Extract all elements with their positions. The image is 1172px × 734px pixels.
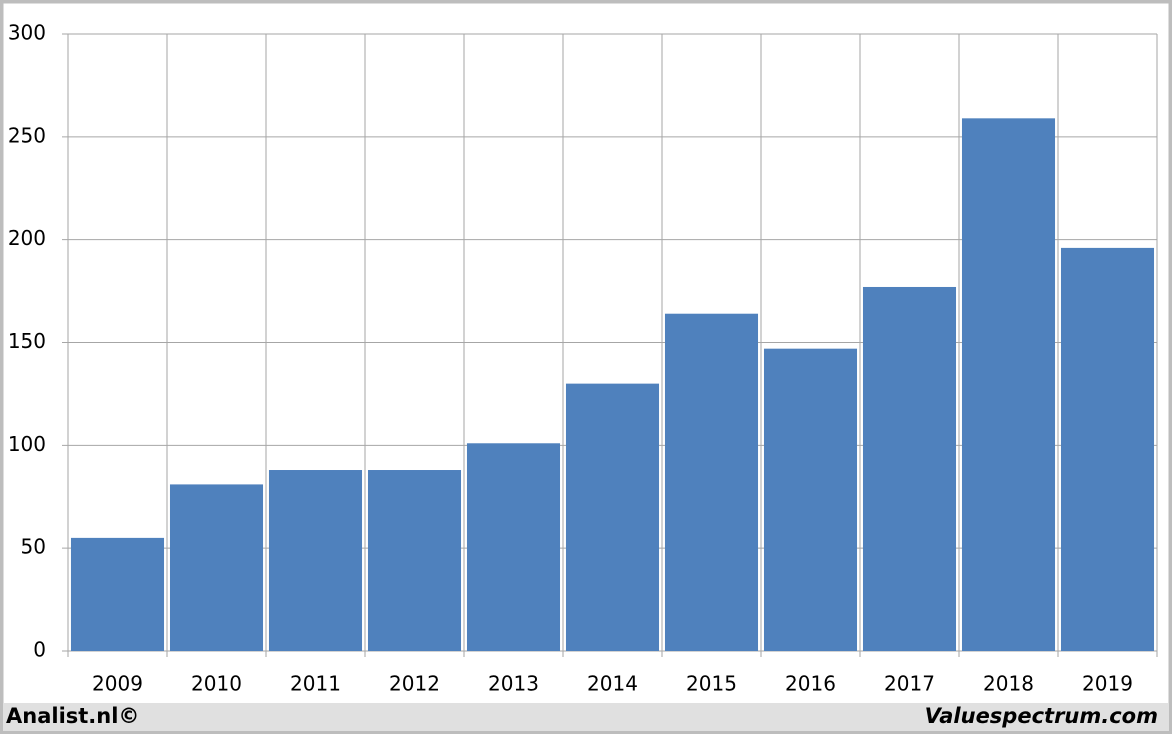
y-tick-label: 250 — [8, 123, 46, 147]
bar — [961, 118, 1056, 651]
y-tick-label: 200 — [8, 226, 46, 250]
footer-bar — [3, 703, 1169, 731]
y-tick-label: 0 — [33, 638, 46, 662]
bar — [862, 286, 957, 651]
x-tick-label: 2010 — [191, 672, 242, 696]
x-tick-label: 2019 — [1082, 672, 1133, 696]
y-tick-label: 50 — [21, 535, 46, 559]
y-tick-label: 150 — [8, 329, 46, 353]
bar — [268, 470, 363, 651]
x-tick-label: 2014 — [587, 672, 638, 696]
bar — [466, 443, 561, 651]
bar — [70, 537, 165, 651]
bar — [763, 348, 858, 651]
y-tick-label: 300 — [8, 21, 46, 45]
bar — [367, 470, 462, 651]
x-tick-label: 2013 — [488, 672, 539, 696]
x-tick-label: 2018 — [983, 672, 1034, 696]
y-tick-label: 100 — [8, 432, 46, 456]
bar — [664, 313, 759, 651]
x-tick-label: 2015 — [686, 672, 737, 696]
x-tick-label: 2009 — [92, 672, 143, 696]
x-tick-label: 2011 — [290, 672, 341, 696]
bar — [565, 383, 660, 651]
footer-right: Valuespectrum.com — [925, 704, 1158, 728]
bar — [1060, 247, 1155, 652]
x-tick-label: 2017 — [884, 672, 935, 696]
x-tick-label: 2016 — [785, 672, 836, 696]
bar — [169, 484, 264, 651]
x-tick-label: 2012 — [389, 672, 440, 696]
footer-left: Analist.nl© — [6, 704, 139, 728]
